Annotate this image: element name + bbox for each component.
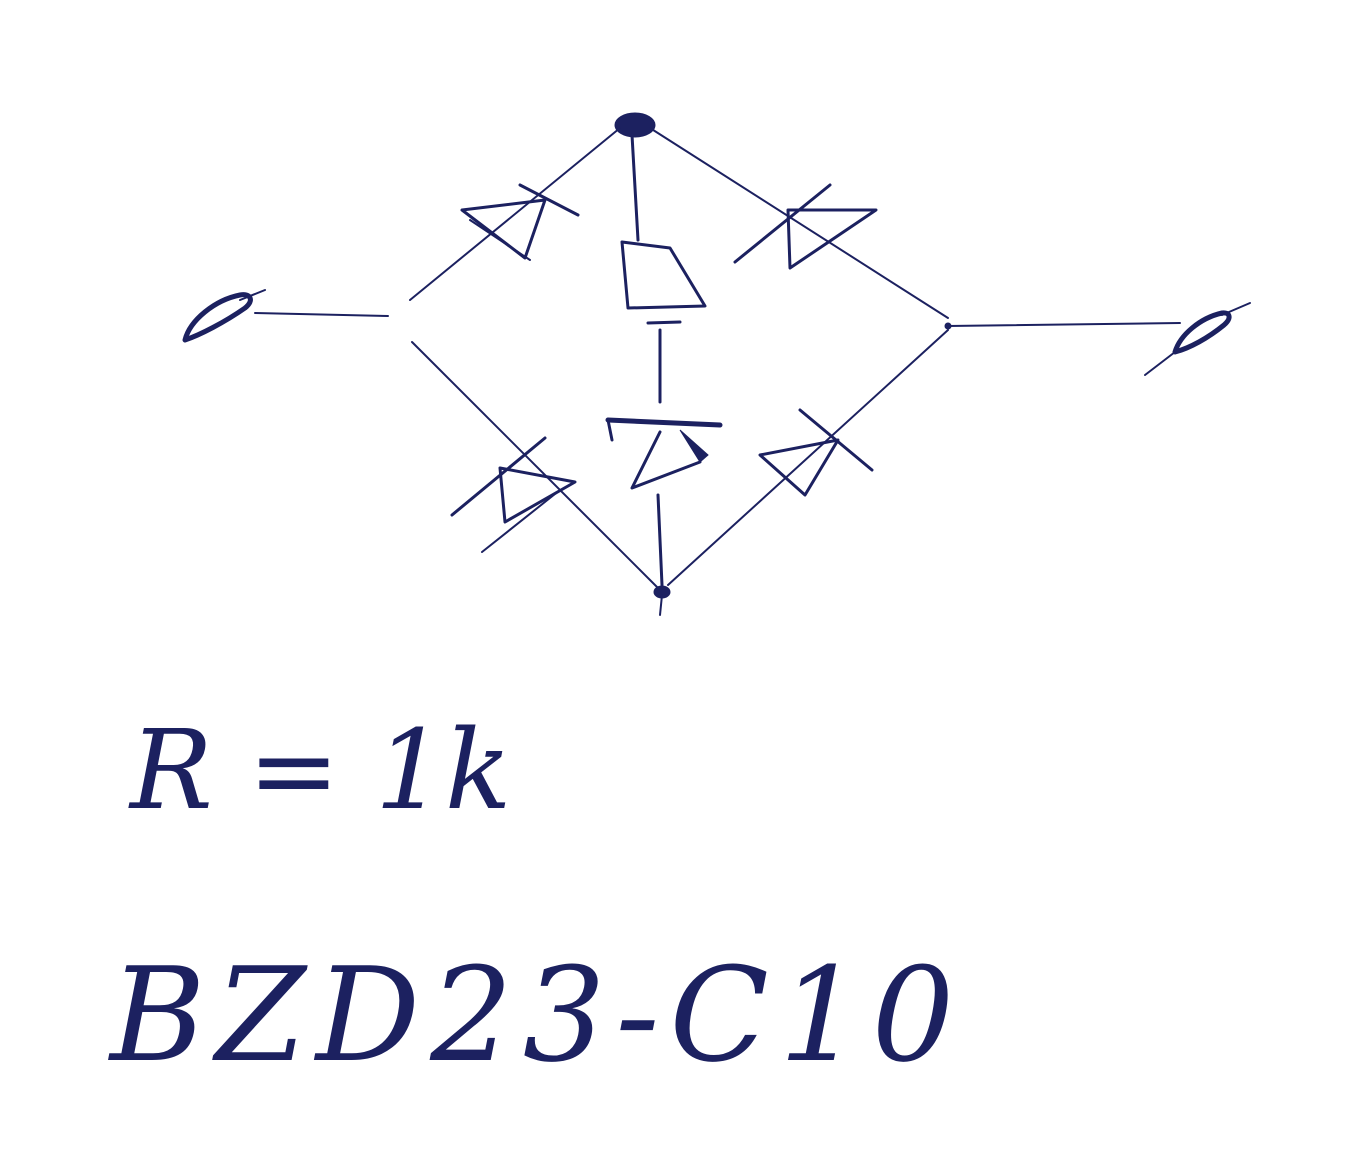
diode-upper-left — [460, 183, 580, 261]
center-wire-mid-cap — [646, 320, 682, 325]
right-terminal — [1144, 302, 1251, 376]
diode-upper-right — [733, 183, 878, 270]
wire-top-to-right — [649, 127, 949, 319]
top-node — [614, 112, 656, 138]
right-node — [944, 322, 952, 330]
left-input-wire — [254, 312, 389, 317]
wire-left-to-bottom — [411, 341, 659, 589]
diode-lower-right — [758, 408, 874, 497]
diode-lower-left — [450, 436, 577, 553]
right-output-wire — [947, 322, 1181, 327]
part-number-label: BZD23-C10 — [108, 939, 964, 1091]
center-wire-top — [630, 133, 640, 242]
center-zener-diode — [605, 417, 723, 490]
center-resistor — [620, 240, 707, 310]
center-wire-bottom-tail — [659, 594, 663, 616]
center-wire-bottom — [656, 493, 664, 587]
wire-bottom-to-right — [667, 329, 949, 586]
resistance-label: R = 1k — [128, 706, 512, 834]
wire-left-to-top — [409, 127, 621, 301]
left-terminal — [182, 289, 266, 343]
